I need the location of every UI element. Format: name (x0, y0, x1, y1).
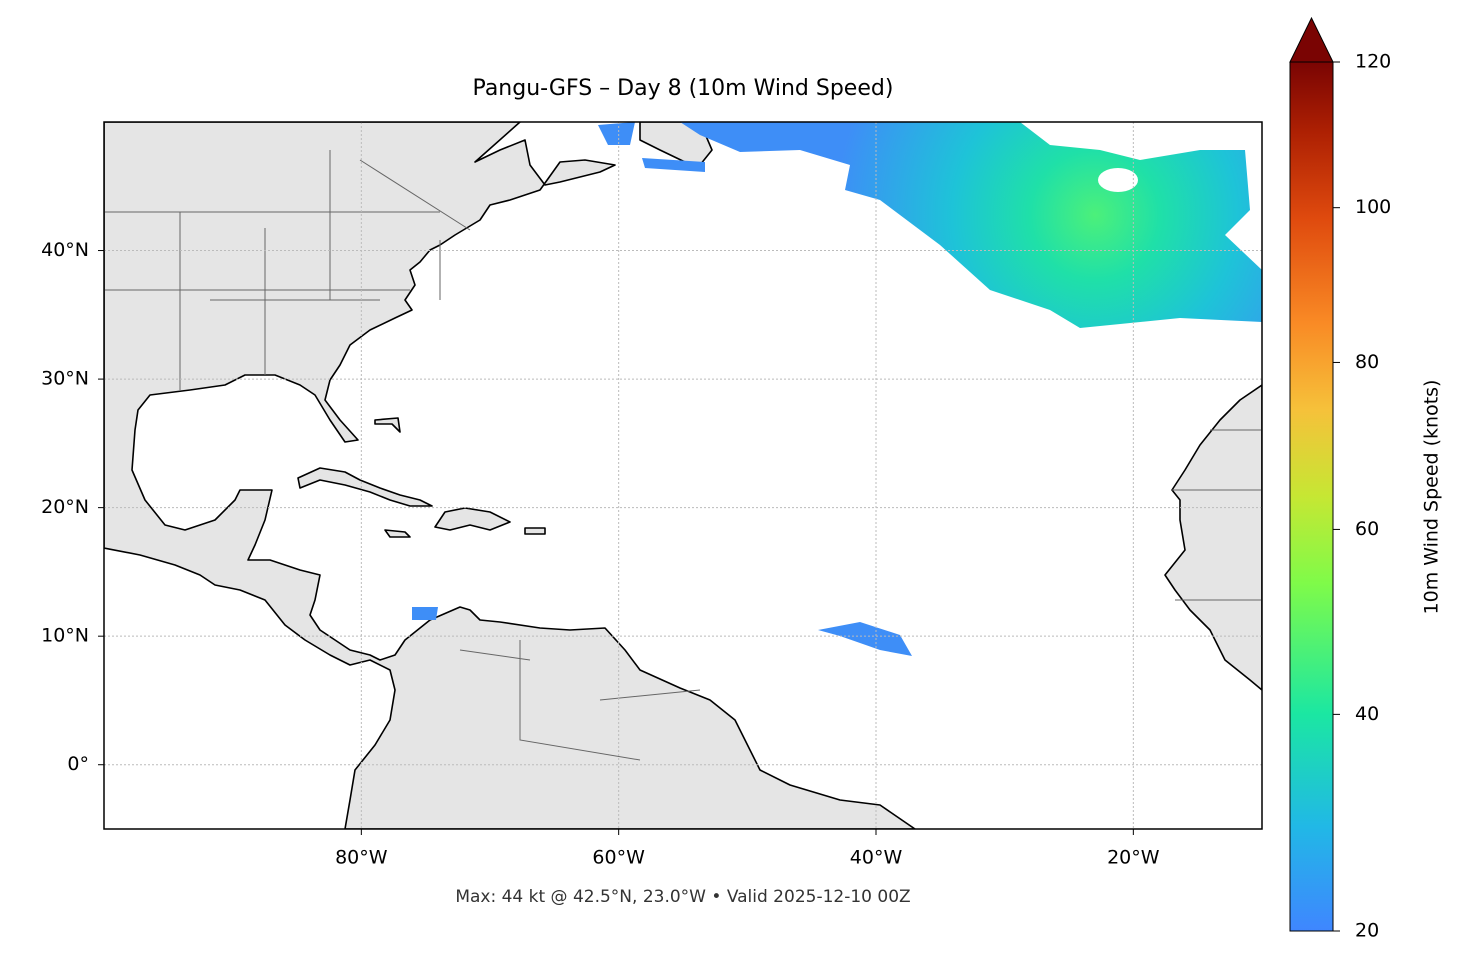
colorbar-tick-label: 80 (1355, 351, 1379, 373)
y-tick-label: 0° (67, 753, 89, 775)
x-tick-label: 40°W (850, 847, 903, 869)
x-tick-label: 20°W (1107, 847, 1160, 869)
x-tick-label: 80°W (335, 847, 388, 869)
colorbar-tick-label: 40 (1355, 703, 1379, 725)
puerto-rico (524, 527, 546, 535)
bahamas (374, 417, 401, 433)
americas (104, 122, 916, 829)
map-area (104, 122, 1262, 829)
colorbar-tick-label: 100 (1355, 196, 1391, 218)
colorbar-scale (1289, 61, 1334, 932)
footer-note: Max: 44 kt @ 42.5°N, 23.0°W • Valid 2025… (455, 887, 910, 907)
map-title: Pangu-GFS – Day 8 (10m Wind Speed) (473, 76, 894, 101)
y-tick-label: 20°N (41, 496, 89, 518)
colorbar-tick-label: 120 (1355, 51, 1391, 73)
cuba (297, 467, 433, 507)
colorbar: 20 40 60 80 100 120 (1289, 16, 1391, 942)
map-frame (103, 121, 1263, 830)
africa (1164, 384, 1262, 691)
wind-field-gap (1098, 168, 1138, 192)
x-tick-label: 60°W (592, 847, 645, 869)
jamaica (384, 529, 411, 538)
gridlines (104, 122, 1262, 829)
y-tick-label: 30°N (41, 368, 89, 390)
borders (104, 150, 1262, 761)
colorbar-extension (1289, 16, 1334, 63)
colorbar-tick-label: 20 (1355, 920, 1379, 942)
y-tick-label: 40°N (41, 239, 89, 261)
colorbar-label: 10m Wind Speed (knots) (1421, 380, 1443, 615)
y-tick-label: 10°N (41, 625, 89, 647)
colorbar-tick-label: 60 (1355, 518, 1379, 540)
hispaniola (434, 507, 511, 531)
